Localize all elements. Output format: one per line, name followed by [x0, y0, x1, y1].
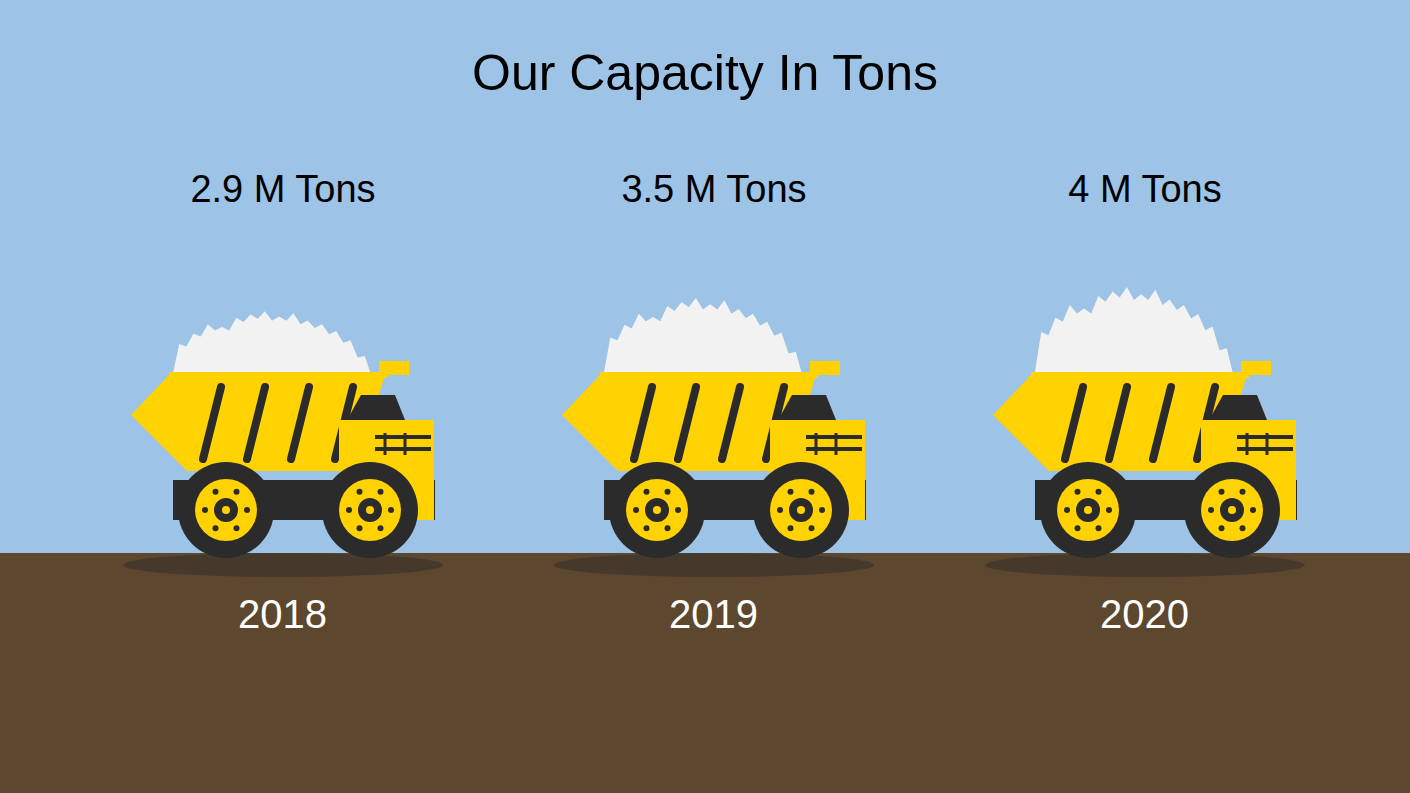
html-text:Our Capacity In Tons: Our Capacity In Tons [472, 45, 938, 101]
svg-text:2019: 2019 [669, 592, 758, 636]
svg-text:2018: 2018 [238, 592, 327, 636]
svg-text:3.5 M Tons: 3.5 M Tons [621, 168, 806, 210]
svg-text:4 M Tons: 4 M Tons [1068, 168, 1221, 210]
svg-text:2.9 M Tons: 2.9 M Tons [190, 168, 375, 210]
svg-text:2020: 2020 [1100, 592, 1189, 636]
